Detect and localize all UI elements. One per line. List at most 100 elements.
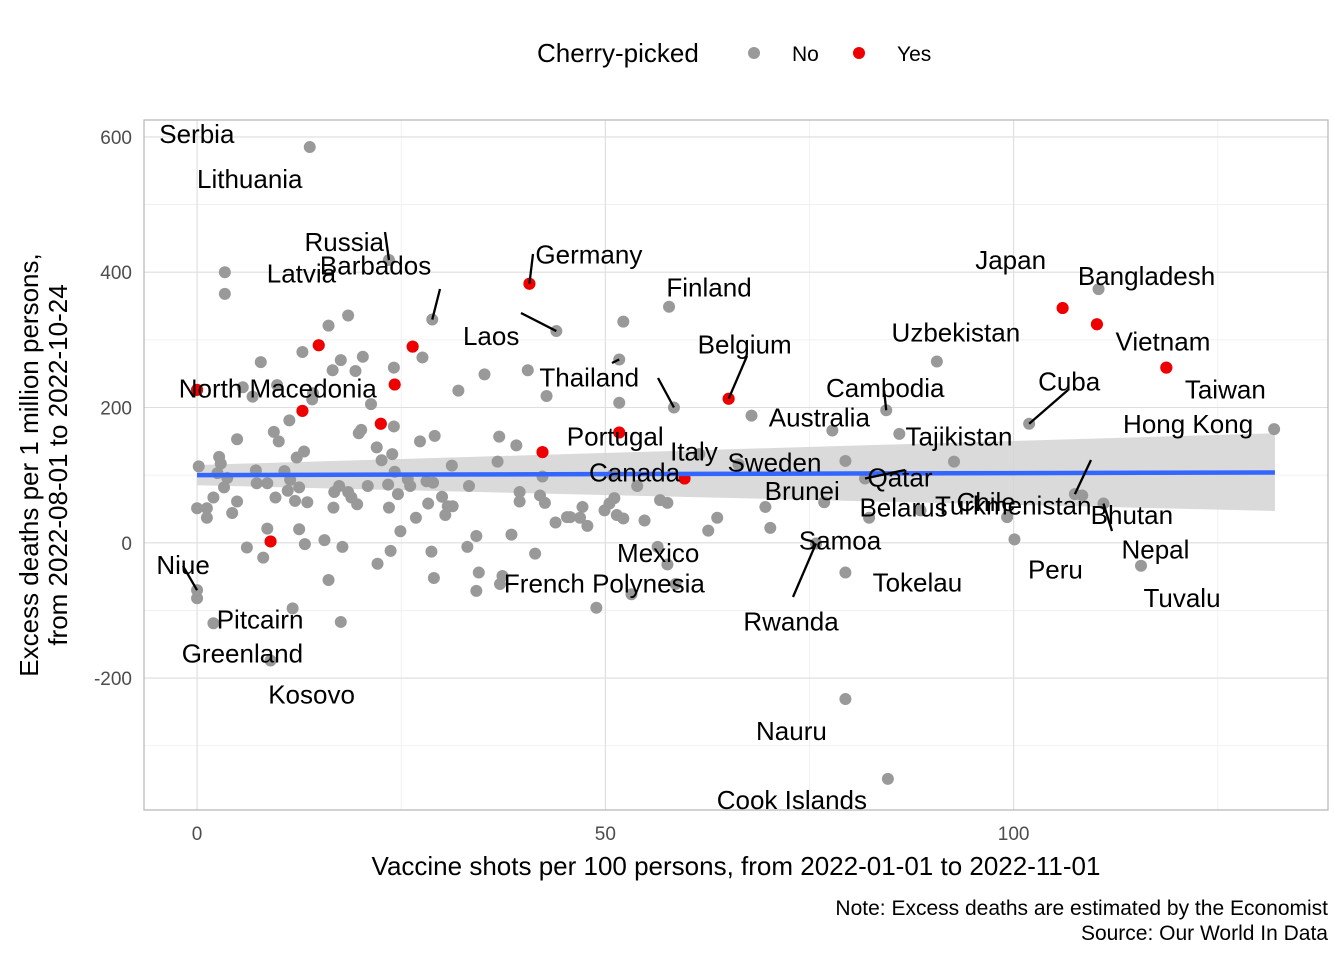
data-point — [529, 547, 542, 560]
caption-note: Note: Excess deaths are estimated by the… — [835, 897, 1328, 920]
data-point — [240, 541, 253, 554]
data-point-cherry-picked — [374, 417, 387, 430]
point-label: Russia — [304, 227, 384, 257]
point-label: Lithuania — [197, 164, 303, 194]
trend-line-path — [197, 470, 1275, 478]
data-point — [394, 525, 407, 538]
x-tick-label: 0 — [192, 824, 203, 845]
data-point — [422, 497, 435, 510]
point-label: Niue — [156, 550, 209, 580]
leader-line — [1028, 389, 1069, 425]
axis-ticks: -200 0 200 400 600 0 50 100 — [94, 128, 1030, 845]
leader-line — [431, 288, 442, 320]
panel-border — [143, 119, 1329, 811]
leader-line — [656, 377, 675, 409]
leader-line — [727, 355, 749, 400]
data-point — [218, 287, 231, 300]
data-point — [436, 490, 449, 503]
trend-line — [197, 470, 1275, 478]
legend-key-no — [748, 47, 760, 59]
data-point — [231, 433, 244, 446]
data-point — [893, 427, 906, 440]
point-label: Thailand — [539, 362, 639, 392]
label-leader-lines — [182, 231, 1114, 598]
x-axis-title: Vaccine shots per 100 persons, from 2022… — [372, 851, 1101, 881]
point-label: Kosovo — [268, 680, 355, 710]
data-point — [218, 481, 231, 494]
data-point — [496, 569, 509, 582]
data-point — [711, 511, 724, 524]
data-point — [387, 420, 400, 433]
data-point — [863, 511, 876, 524]
point-label: Brunei — [765, 476, 840, 506]
data-point — [574, 511, 587, 524]
data-point — [617, 315, 630, 328]
data-point — [289, 494, 302, 507]
point-label: Taiwan — [1185, 375, 1266, 405]
data-point — [404, 479, 417, 492]
data-point — [839, 566, 852, 579]
point-label: Portugal — [567, 422, 664, 452]
data-point — [375, 454, 388, 467]
data-point — [462, 479, 475, 492]
point-label: Bhutan — [1091, 500, 1173, 530]
data-point — [365, 398, 378, 411]
leader-line — [611, 358, 620, 365]
data-point — [200, 502, 213, 515]
data-point — [283, 414, 296, 427]
data-point — [513, 495, 526, 508]
point-label: Chile — [956, 487, 1015, 517]
legend: Cherry-picked No Yes — [537, 38, 931, 68]
point-label: Japan — [975, 245, 1046, 275]
data-point — [318, 534, 331, 547]
data-point — [191, 592, 204, 605]
point-label: North Macedonia — [179, 373, 378, 403]
data-point — [661, 496, 674, 509]
data-point — [513, 486, 526, 499]
data-point — [1001, 511, 1014, 524]
data-point — [307, 387, 320, 400]
leader-line — [383, 231, 391, 261]
y-axis-title-line1: Excess deaths per 1 million persons, — [14, 253, 44, 676]
data-point-cherry-picked — [406, 340, 419, 353]
data-point — [427, 476, 440, 489]
data-point — [732, 458, 745, 471]
data-point — [1008, 533, 1021, 546]
legend-key-yes — [853, 47, 865, 59]
point-label: Turkmenistan — [935, 490, 1092, 520]
data-point — [254, 356, 267, 369]
point-label: Germany — [535, 240, 642, 270]
point-label: Rwanda — [743, 606, 839, 636]
point-label: Bangladesh — [1078, 261, 1215, 291]
data-point — [617, 512, 630, 525]
data-point — [246, 390, 259, 403]
y-tick-label: 0 — [121, 534, 132, 555]
data-point — [293, 523, 306, 536]
data-point — [386, 448, 399, 461]
data-point — [349, 364, 362, 377]
data-point — [631, 479, 644, 492]
data-point — [342, 309, 355, 322]
data-point — [322, 319, 335, 332]
data-point — [427, 571, 440, 584]
point-label: Hong Kong — [1123, 409, 1253, 439]
leader-line — [520, 311, 557, 333]
point-label: Canada — [589, 458, 681, 488]
data-point — [493, 430, 506, 443]
data-point-cherry-picked — [613, 426, 626, 439]
data-point — [391, 488, 404, 501]
legend-title: Cherry-picked — [537, 38, 699, 68]
data-point — [336, 540, 349, 553]
y-tick-label: 200 — [100, 399, 132, 420]
leader-line — [882, 389, 888, 411]
data-point-cherry-picked — [264, 535, 277, 548]
data-point — [214, 457, 227, 470]
point-label: Finland — [666, 273, 751, 303]
data-point — [416, 351, 429, 364]
data-point — [226, 507, 239, 520]
data-point — [446, 500, 459, 513]
y-tick-label: -200 — [94, 669, 132, 690]
point-label: French Polynesia — [504, 569, 705, 599]
point-label: Greenland — [182, 638, 303, 668]
